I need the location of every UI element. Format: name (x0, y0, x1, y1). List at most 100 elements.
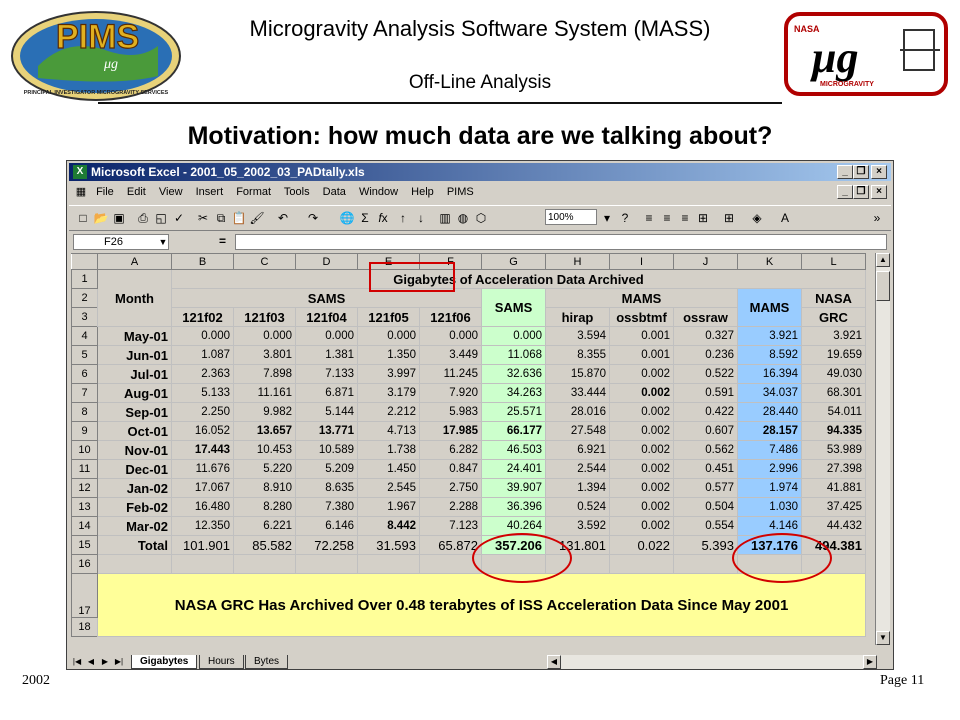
excel-app-icon[interactable]: X (73, 165, 87, 179)
value-cell[interactable]: 8.355 (545, 345, 610, 365)
value-cell[interactable]: 28.440 (737, 402, 802, 422)
value-cell[interactable]: 7.920 (419, 383, 482, 403)
table-title[interactable]: Gigabytes of Acceleration Data Archived (171, 269, 866, 289)
row-header[interactable]: 8 (71, 402, 98, 422)
empty-cell[interactable] (673, 554, 738, 574)
value-cell[interactable]: 4.146 (737, 516, 802, 536)
value-cell[interactable]: 28.016 (545, 402, 610, 422)
sensor-header[interactable]: hirap (545, 307, 610, 327)
value-cell[interactable]: 17.067 (171, 478, 234, 498)
value-cell[interactable]: 8.635 (295, 478, 358, 498)
workbook-icon[interactable]: ▦ (75, 186, 87, 198)
sensor-header[interactable]: ossbtmf (609, 307, 674, 327)
value-cell[interactable]: 3.449 (419, 345, 482, 365)
value-cell[interactable]: 34.037 (737, 383, 802, 403)
value-cell[interactable]: 2.288 (419, 497, 482, 517)
month-cell[interactable]: Sep-01 (97, 402, 172, 422)
value-cell[interactable]: 32.636 (481, 364, 546, 384)
column-header-g[interactable]: G (481, 253, 546, 270)
name-box-dropdown-icon[interactable]: ▼ (158, 237, 168, 247)
value-cell[interactable]: 3.594 (545, 326, 610, 346)
grc-header[interactable]: GRC (801, 307, 866, 327)
value-cell[interactable]: 5.144 (295, 402, 358, 422)
nasa-header[interactable]: NASA (801, 288, 866, 308)
value-cell[interactable]: 0.524 (545, 497, 610, 517)
row-header[interactable]: 9 (71, 421, 98, 441)
sensor-header[interactable]: 121f04 (295, 307, 358, 327)
menu-help[interactable]: Help (411, 186, 434, 198)
total-cell[interactable]: 65.872 (419, 535, 482, 555)
value-cell[interactable]: 1.087 (171, 345, 234, 365)
value-cell[interactable]: 0.591 (673, 383, 738, 403)
sensor-header[interactable]: 121f05 (357, 307, 420, 327)
value-cell[interactable]: 3.179 (357, 383, 420, 403)
sensor-header[interactable]: 121f02 (171, 307, 234, 327)
value-cell[interactable]: 24.401 (481, 459, 546, 479)
value-cell[interactable]: 16.480 (171, 497, 234, 517)
value-cell[interactable]: 11.161 (233, 383, 296, 403)
month-cell[interactable]: Dec-01 (97, 459, 172, 479)
hyperlink-icon[interactable]: 🌐 (339, 211, 355, 225)
column-header-b[interactable]: B (171, 253, 234, 270)
menu-insert[interactable]: Insert (195, 186, 224, 198)
undo-icon[interactable]: ↶ (277, 211, 289, 225)
value-cell[interactable]: 25.571 (481, 402, 546, 422)
value-cell[interactable]: 0.002 (609, 440, 674, 460)
value-cell[interactable]: 1.450 (357, 459, 420, 479)
value-cell[interactable]: 10.453 (233, 440, 296, 460)
value-cell[interactable]: 3.921 (801, 326, 866, 346)
doc-close-button[interactable]: × (871, 185, 887, 199)
value-cell[interactable]: 0.327 (673, 326, 738, 346)
row-header[interactable]: 18 (71, 617, 98, 637)
total-cell[interactable]: 72.258 (295, 535, 358, 555)
value-cell[interactable]: 0.000 (481, 326, 546, 346)
value-cell[interactable]: 8.442 (357, 516, 420, 536)
prev-sheet-icon[interactable]: ◀ (87, 657, 95, 666)
formula-equals[interactable]: = (219, 234, 227, 248)
value-cell[interactable]: 8.910 (233, 478, 296, 498)
value-cell[interactable]: 36.396 (481, 497, 546, 517)
value-cell[interactable]: 3.997 (357, 364, 420, 384)
row-header[interactable]: 15 (71, 535, 98, 555)
spreadsheet-grid[interactable]: A B C D E F G H I J K L 1 Month Gigabytes of Accelerat… (71, 253, 866, 637)
print-preview-icon[interactable]: ◱ (155, 211, 167, 225)
empty-cell[interactable] (609, 554, 674, 574)
value-cell[interactable]: 44.432 (801, 516, 866, 536)
month-cell[interactable]: May-01 (97, 326, 172, 346)
empty-cell[interactable] (171, 554, 234, 574)
minimize-window-button[interactable]: _ (837, 165, 853, 179)
value-cell[interactable]: 1.974 (737, 478, 802, 498)
save-icon[interactable]: ▣ (113, 211, 125, 225)
value-cell[interactable]: 0.002 (609, 421, 674, 441)
value-cell[interactable]: 46.503 (481, 440, 546, 460)
scroll-left-icon[interactable]: ◀ (547, 655, 561, 669)
sensor-header[interactable]: ossraw (673, 307, 738, 327)
archive-banner[interactable]: NASA GRC Has Archived Over 0.48 terabyte… (97, 573, 866, 637)
month-header[interactable]: Month (97, 269, 172, 327)
row-header[interactable]: 13 (71, 497, 98, 517)
value-cell[interactable]: 8.592 (737, 345, 802, 365)
month-cell[interactable]: Nov-01 (97, 440, 172, 460)
paste-icon[interactable]: 📋 (231, 211, 247, 225)
value-cell[interactable]: 0.002 (609, 459, 674, 479)
value-cell[interactable]: 2.363 (171, 364, 234, 384)
value-cell[interactable]: 1.967 (357, 497, 420, 517)
menu-format[interactable]: Format (236, 186, 272, 198)
value-cell[interactable]: 19.659 (801, 345, 866, 365)
doc-minimize-button[interactable]: _ (837, 185, 853, 199)
value-cell[interactable]: 2.750 (419, 478, 482, 498)
first-sheet-icon[interactable]: |◀ (72, 657, 82, 666)
value-cell[interactable]: 13.657 (233, 421, 296, 441)
value-cell[interactable]: 0.002 (609, 383, 674, 403)
drawing-icon[interactable]: ⬡ (475, 211, 487, 225)
value-cell[interactable]: 6.921 (545, 440, 610, 460)
month-cell[interactable]: Jun-01 (97, 345, 172, 365)
value-cell[interactable]: 0.562 (673, 440, 738, 460)
window-titlebar[interactable]: X Microsoft Excel - 2001_05_2002_03_PADt… (69, 163, 891, 181)
row-header[interactable]: 14 (71, 516, 98, 536)
value-cell[interactable]: 54.011 (801, 402, 866, 422)
align-left-icon[interactable]: ≡ (645, 211, 653, 225)
chevron-down-icon[interactable]: ▾ (603, 211, 611, 225)
new-icon[interactable]: □ (79, 211, 87, 225)
row-header[interactable]: 11 (71, 459, 98, 479)
